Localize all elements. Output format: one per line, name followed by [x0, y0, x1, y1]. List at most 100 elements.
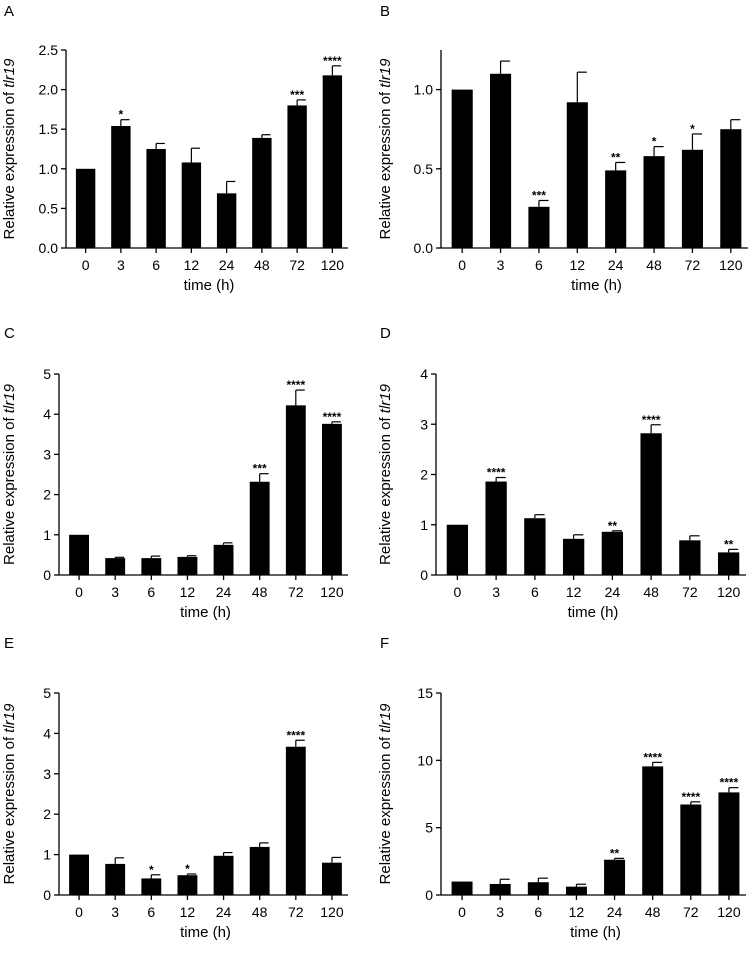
- bar: [141, 558, 162, 575]
- x-tick-label: 24: [216, 904, 232, 920]
- x-tick-label: 48: [646, 257, 662, 273]
- bar: [111, 126, 131, 248]
- x-tick-label: 72: [682, 584, 698, 600]
- bar: [718, 792, 740, 895]
- bar: [69, 534, 89, 575]
- significance-label: ****: [323, 54, 342, 68]
- bar: [322, 862, 342, 895]
- y-axis-title-prefix: Relative expression of: [377, 733, 394, 885]
- significance-label: ***: [253, 462, 267, 476]
- y-tick-label: 1.5: [39, 121, 59, 137]
- bar: [527, 882, 549, 895]
- x-tick-label: 24: [216, 584, 232, 600]
- x-tick-label: 24: [605, 584, 621, 600]
- x-tick-label: 6: [531, 584, 539, 600]
- x-tick-label: 0: [458, 257, 466, 273]
- y-axis-title-gene: tlr19: [377, 703, 394, 733]
- bar: [679, 540, 701, 575]
- bar: [565, 886, 587, 895]
- bar: [249, 846, 270, 895]
- x-tick-label: 72: [289, 257, 305, 273]
- y-tick-label: 1.0: [39, 161, 59, 177]
- bar: [451, 881, 473, 895]
- significance-label: **: [608, 519, 618, 533]
- bar: [562, 538, 585, 575]
- significance-label: ****: [642, 413, 661, 427]
- bar: [285, 405, 306, 575]
- bar: [75, 168, 96, 248]
- x-tick-label: 3: [497, 257, 505, 273]
- bar: [485, 481, 507, 575]
- bar: [177, 875, 198, 895]
- y-tick-label: 15: [417, 685, 433, 701]
- bar: [451, 89, 473, 248]
- y-tick-label: 1.0: [414, 82, 434, 98]
- y-tick-label: 0: [43, 567, 51, 583]
- significance-label: *: [690, 122, 695, 136]
- bar: [720, 129, 742, 248]
- y-axis-title-gene: tlr19: [1, 58, 18, 88]
- y-tick-label: 3: [43, 766, 51, 782]
- chart-panel-b: B 0.0 0.5 1.0 Relative expression of tlr19 0 3…: [377, 3, 748, 294]
- y-tick-label: 10: [417, 752, 433, 768]
- y-tick-label: 0.5: [39, 200, 59, 216]
- y-axis-title: Relative expression of tlr19: [1, 703, 18, 885]
- y-axis-title-prefix: Relative expression of: [1, 733, 18, 885]
- y-axis-title-gene: tlr19: [1, 703, 18, 733]
- bar: [181, 162, 202, 248]
- x-axis-title: time (h): [571, 277, 622, 294]
- y-tick-label: 3: [420, 416, 428, 432]
- bar: [322, 423, 342, 575]
- bar: [252, 137, 272, 248]
- bar: [604, 859, 626, 895]
- x-tick-label: 120: [719, 257, 743, 273]
- x-tick-label: 0: [453, 584, 461, 600]
- x-tick-label: 120: [717, 904, 741, 920]
- x-tick-label: 6: [152, 257, 160, 273]
- y-tick-label: 0.0: [414, 240, 434, 256]
- bar: [681, 149, 703, 248]
- x-tick-label: 48: [645, 904, 661, 920]
- x-tick-label: 48: [254, 257, 270, 273]
- x-tick-label: 12: [566, 584, 582, 600]
- x-tick-label: 72: [288, 904, 304, 920]
- significance-label: **: [724, 537, 734, 551]
- x-tick-label: 72: [683, 904, 699, 920]
- bar: [643, 156, 665, 248]
- significance-label: ***: [532, 188, 546, 202]
- significance-label: ****: [487, 466, 506, 480]
- y-tick-label: 2: [420, 467, 428, 483]
- x-tick-label: 0: [75, 584, 83, 600]
- bar: [146, 149, 166, 248]
- significance-label: *: [185, 862, 190, 876]
- x-axis-title: time (h): [180, 924, 231, 941]
- y-axis-title-prefix: Relative expression of: [377, 413, 394, 565]
- significance-label: *: [119, 108, 124, 122]
- y-axis-title-gene: tlr19: [1, 383, 18, 413]
- y-tick-label: 1: [43, 847, 51, 863]
- y-tick-label: 0: [425, 887, 433, 903]
- bar: [717, 552, 740, 575]
- bar: [680, 804, 702, 895]
- x-tick-label: 12: [180, 584, 196, 600]
- bar: [285, 746, 306, 895]
- y-axis-title-gene: tlr19: [377, 383, 394, 413]
- bar: [105, 558, 126, 575]
- bar: [105, 863, 126, 895]
- x-axis-title: time (h): [568, 604, 619, 621]
- x-tick-label: 0: [75, 904, 83, 920]
- bar: [177, 556, 198, 575]
- x-tick-label: 6: [147, 904, 155, 920]
- y-tick-label: 4: [43, 406, 51, 422]
- x-axis-title: time (h): [180, 604, 231, 621]
- y-tick-label: 5: [43, 366, 51, 382]
- x-tick-label: 3: [117, 257, 125, 273]
- x-tick-label: 6: [147, 584, 155, 600]
- bar: [216, 193, 237, 248]
- x-tick-label: 48: [252, 584, 268, 600]
- y-axis-title-prefix: Relative expression of: [1, 413, 18, 565]
- y-tick-label: 5: [425, 820, 433, 836]
- significance-label: *: [149, 863, 154, 877]
- x-tick-label: 3: [111, 904, 119, 920]
- x-tick-label: 3: [496, 904, 504, 920]
